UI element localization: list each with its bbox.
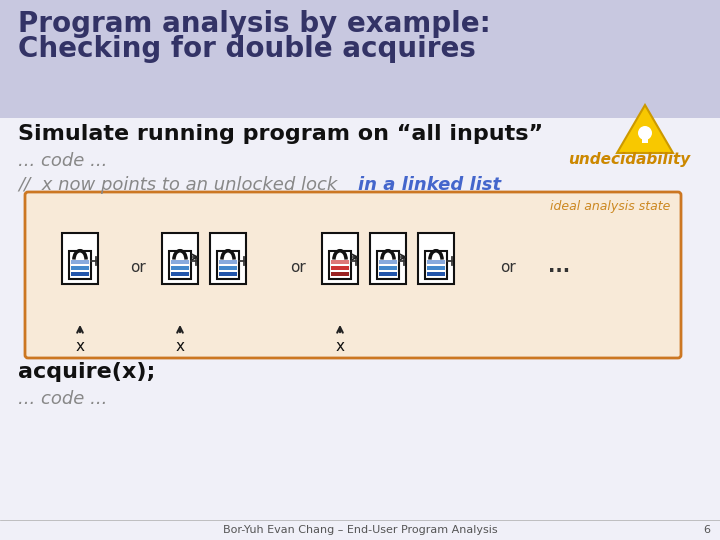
Bar: [370, 233, 406, 284]
Text: Program analysis by example:: Program analysis by example:: [18, 10, 491, 38]
Text: Simulate running program on “all inputs”: Simulate running program on “all inputs”: [18, 124, 543, 144]
Text: or: or: [290, 260, 306, 274]
Bar: [330, 272, 349, 276]
Text: 6: 6: [703, 525, 710, 535]
Bar: [379, 266, 397, 271]
FancyBboxPatch shape: [425, 252, 447, 279]
Bar: [62, 233, 98, 284]
Text: or: or: [130, 260, 146, 274]
Bar: [427, 272, 445, 276]
Text: Bor-Yuh Evan Chang – End-User Program Analysis: Bor-Yuh Evan Chang – End-User Program An…: [222, 525, 498, 535]
Text: ...: ...: [548, 258, 570, 276]
Bar: [642, 133, 648, 143]
FancyBboxPatch shape: [169, 252, 191, 279]
Bar: [71, 260, 89, 265]
Bar: [171, 266, 189, 271]
Polygon shape: [617, 105, 673, 153]
Bar: [0, 0, 720, 118]
Bar: [418, 233, 454, 284]
FancyBboxPatch shape: [69, 252, 91, 279]
Text: ideal analysis state: ideal analysis state: [549, 200, 670, 213]
Text: Checking for double acquires: Checking for double acquires: [18, 35, 476, 63]
Bar: [210, 233, 246, 284]
Bar: [162, 233, 198, 284]
Text: ... code ...: ... code ...: [18, 152, 107, 170]
Bar: [171, 272, 189, 276]
Bar: [427, 266, 445, 271]
Circle shape: [638, 126, 652, 140]
Bar: [379, 260, 397, 265]
Text: or: or: [500, 260, 516, 274]
Text: acquire(x);: acquire(x);: [18, 362, 156, 382]
Bar: [219, 260, 238, 265]
Text: in a linked list: in a linked list: [358, 176, 501, 194]
Bar: [71, 272, 89, 276]
Bar: [71, 266, 89, 271]
Bar: [219, 272, 238, 276]
Text: x: x: [176, 339, 184, 354]
FancyBboxPatch shape: [25, 192, 681, 358]
Bar: [330, 260, 349, 265]
Bar: [322, 233, 358, 284]
Text: x: x: [336, 339, 344, 354]
Text: x: x: [76, 339, 84, 354]
FancyBboxPatch shape: [377, 252, 399, 279]
FancyBboxPatch shape: [217, 252, 239, 279]
Bar: [379, 272, 397, 276]
Bar: [0, 118, 720, 540]
Bar: [427, 260, 445, 265]
Bar: [171, 260, 189, 265]
FancyBboxPatch shape: [329, 252, 351, 279]
Bar: [330, 266, 349, 271]
Text: undecidability: undecidability: [568, 152, 690, 167]
Text: //  x now points to an unlocked lock: // x now points to an unlocked lock: [18, 176, 343, 194]
Text: ... code ...: ... code ...: [18, 390, 107, 408]
Bar: [219, 266, 238, 271]
